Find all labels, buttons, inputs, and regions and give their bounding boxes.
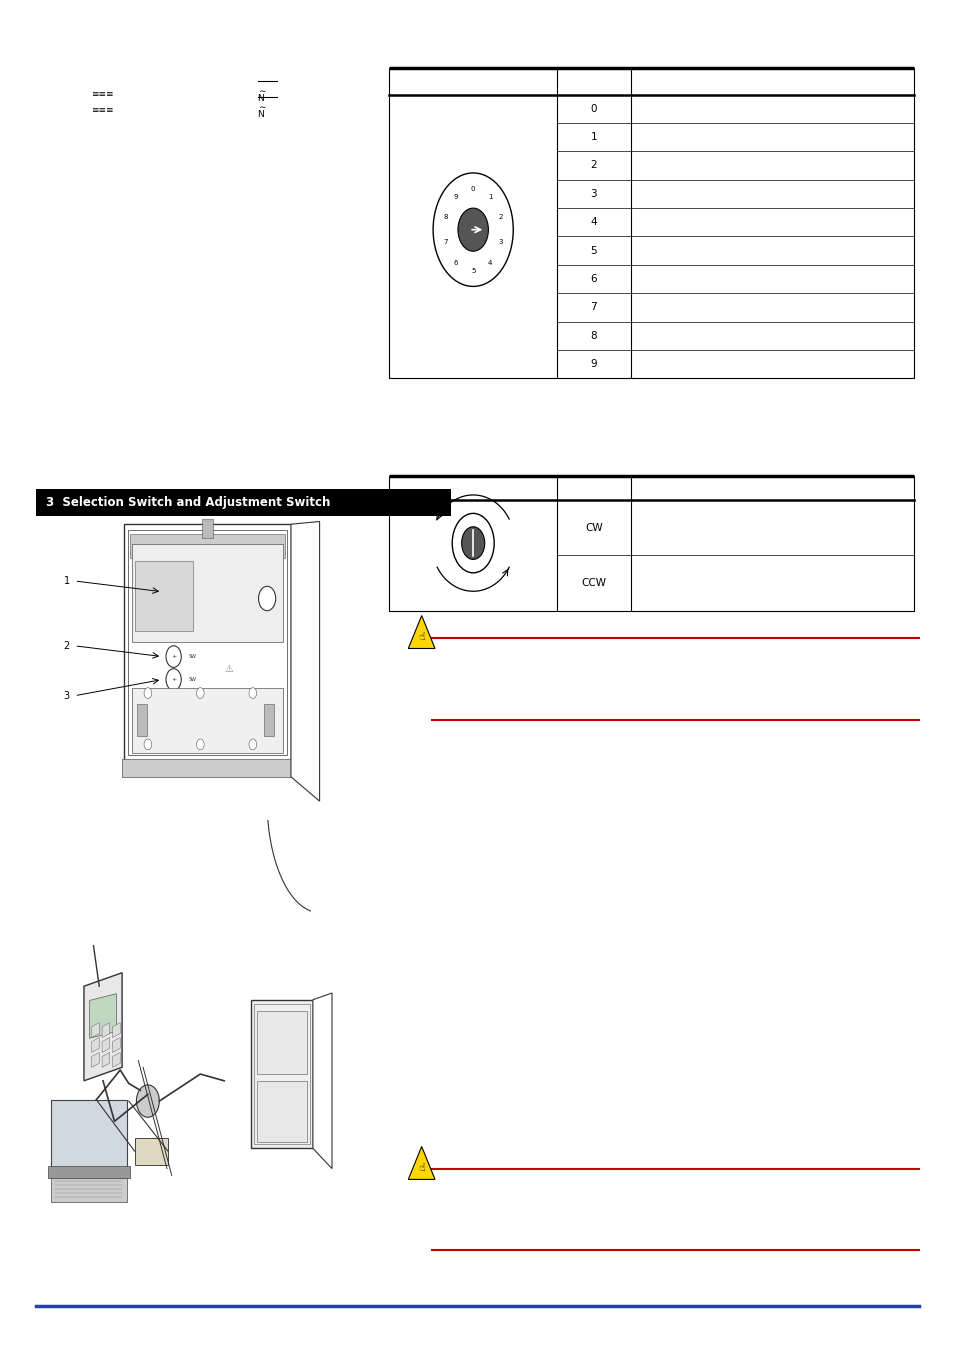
Text: 0: 0 [590,104,597,113]
Text: 2: 2 [590,161,597,170]
Text: 8: 8 [590,331,597,340]
Text: SW: SW [189,677,196,682]
Circle shape [249,739,256,750]
Bar [128,530,287,755]
Text: 5: 5 [590,246,597,255]
Text: ∼
N: ∼ N [257,86,265,103]
Polygon shape [91,1023,99,1038]
Bar [256,1011,307,1074]
Polygon shape [408,1147,435,1179]
Bar [389,476,913,611]
Text: 8: 8 [443,213,448,220]
Polygon shape [102,1023,110,1038]
Bar [48,1166,130,1178]
Circle shape [196,688,204,698]
Text: +: + [171,654,176,659]
Text: 2: 2 [63,640,70,651]
Text: +: + [171,677,176,682]
Bar [36,489,451,516]
Circle shape [144,739,152,750]
Text: SW: SW [189,654,196,659]
Text: 4: 4 [590,218,597,227]
Circle shape [258,586,275,611]
Circle shape [452,513,494,573]
Polygon shape [102,1038,110,1052]
Text: 1: 1 [590,132,597,142]
Polygon shape [91,1052,99,1067]
Text: 1: 1 [64,576,70,586]
Bar [264,704,274,736]
Polygon shape [408,616,435,648]
Text: 4: 4 [487,259,492,266]
Text: 9: 9 [590,359,597,369]
Polygon shape [91,1038,99,1052]
Text: 7: 7 [590,303,597,312]
Polygon shape [112,1052,120,1067]
Text: 6: 6 [590,274,597,284]
Polygon shape [102,1052,110,1067]
Text: 5: 5 [471,267,475,273]
Text: 3: 3 [590,189,597,199]
Text: ≡≡≡: ≡≡≡ [91,107,113,115]
Bar [251,1000,313,1148]
Bar [135,561,193,631]
Text: 7: 7 [443,239,448,246]
Text: 2: 2 [497,213,502,220]
Text: ≡≡≡: ≡≡≡ [91,91,113,99]
Text: ☝: ☝ [417,1163,425,1173]
Circle shape [136,1085,159,1117]
Circle shape [166,669,181,690]
Text: 3: 3 [497,239,502,246]
Text: 3: 3 [64,690,70,701]
Text: ☝: ☝ [417,632,425,642]
Bar [132,688,283,753]
Bar [256,1081,307,1142]
Bar [51,1178,127,1202]
Circle shape [196,739,204,750]
Polygon shape [112,1038,120,1052]
Bar [134,1138,168,1165]
Circle shape [457,208,488,251]
Text: 3  Selection Switch and Adjustment Switch: 3 Selection Switch and Adjustment Switch [46,496,330,509]
Text: CCW: CCW [580,578,606,588]
Circle shape [461,527,484,559]
Circle shape [144,688,152,698]
Text: 6: 6 [454,259,458,266]
Polygon shape [112,1023,120,1038]
Polygon shape [90,994,116,1038]
Bar [201,519,213,538]
Bar [51,1100,127,1167]
Text: 1: 1 [487,193,492,200]
Bar [130,534,285,558]
Polygon shape [84,973,122,1081]
Bar [137,704,147,736]
Bar [132,544,283,642]
Polygon shape [313,993,332,1169]
Polygon shape [291,521,319,801]
Text: ∼
N: ∼ N [257,103,265,119]
Text: 0: 0 [471,186,475,192]
Circle shape [249,688,256,698]
Bar [124,524,291,761]
Text: ⚠: ⚠ [224,663,233,674]
Bar [253,1004,310,1144]
Circle shape [433,173,513,286]
Circle shape [166,646,181,667]
Bar [122,759,293,777]
Text: CW: CW [584,523,602,532]
Text: 9: 9 [454,193,458,200]
Bar [389,68,913,378]
